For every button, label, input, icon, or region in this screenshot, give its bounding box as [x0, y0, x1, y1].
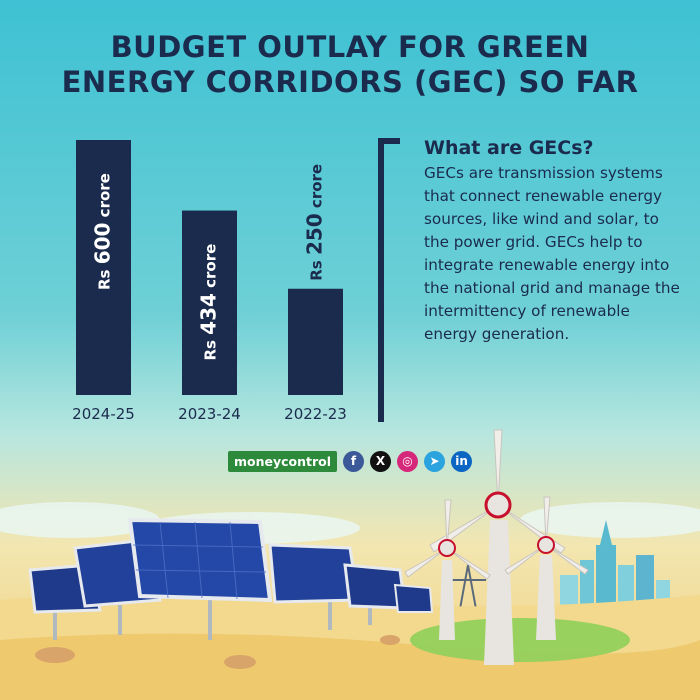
moneycontrol-logo: moneycontrol — [228, 450, 338, 472]
linkedin-icon[interactable]: in — [451, 450, 473, 472]
bar-2022-23 — [288, 288, 343, 395]
section-divider-cap — [378, 138, 400, 144]
page-title: BUDGET OUTLAY FOR GREEN ENERGY CORRIDORS… — [0, 30, 700, 100]
explainer-heading: What are GECs? — [424, 137, 594, 159]
facebook-icon[interactable]: f — [343, 450, 365, 472]
bar-2023-24 — [182, 210, 237, 395]
instagram-icon[interactable]: ◎ — [397, 450, 419, 472]
solar-panels-icon — [28, 517, 434, 640]
value-label: Rs 434 crore — [197, 244, 221, 361]
value-label: Rs 250 crore — [303, 164, 327, 281]
explainer-body: GECs are transmission systems that conne… — [424, 164, 680, 343]
brand-footer: moneycontrol f X ◎ ➤ in — [228, 449, 473, 473]
section-divider — [378, 138, 384, 422]
title-line-2: ENERGY CORRIDORS (GEC) SO FAR — [61, 65, 639, 99]
category-label: 2023-24 — [178, 405, 241, 423]
title-line-1: BUDGET OUTLAY FOR GREEN — [110, 30, 590, 64]
gec-explainer: What are GECs? GECs are transmission sys… — [424, 136, 686, 346]
value-label: Rs 600 crore — [91, 173, 115, 290]
category-label: 2024-25 — [72, 405, 135, 423]
wind-turbines-icon — [404, 429, 589, 665]
x-icon[interactable]: X — [370, 450, 392, 472]
telegram-icon[interactable]: ➤ — [424, 450, 446, 472]
budget-bar-chart: 2024-25 Rs 600 crore 2023-24 Rs 434 crore 20… — [72, 140, 347, 423]
category-label: 2022-23 — [284, 405, 347, 423]
bar-2024-25 — [76, 140, 131, 395]
